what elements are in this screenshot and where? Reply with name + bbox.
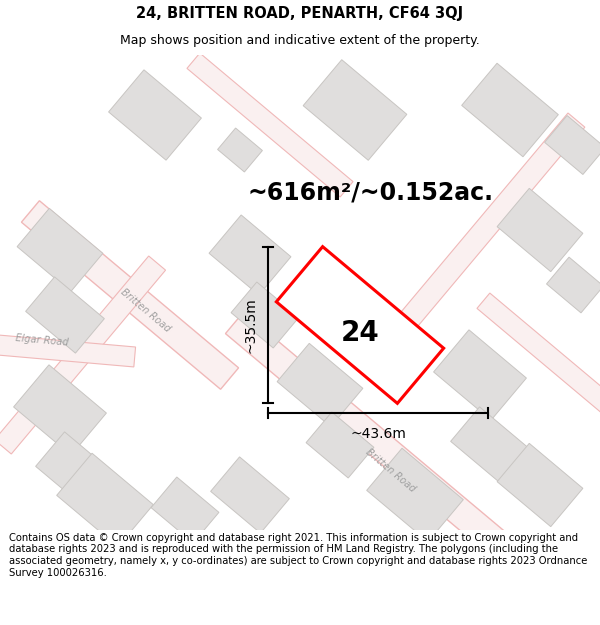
Polygon shape [277,343,363,427]
Text: ~35.5m: ~35.5m [244,297,258,353]
Polygon shape [187,53,353,197]
Polygon shape [56,453,154,547]
Text: Britten Road: Britten Road [363,446,417,494]
Polygon shape [461,63,559,157]
Polygon shape [0,333,136,367]
Polygon shape [226,312,535,578]
Polygon shape [211,457,289,533]
Polygon shape [367,448,463,542]
Polygon shape [547,257,600,313]
Polygon shape [26,277,104,353]
Polygon shape [151,477,219,543]
Text: Britten Road: Britten Road [118,286,172,334]
Text: Contains OS data © Crown copyright and database right 2021. This information is : Contains OS data © Crown copyright and d… [9,533,587,578]
Polygon shape [451,407,529,483]
Polygon shape [497,443,583,527]
Text: Map shows position and indicative extent of the property.: Map shows position and indicative extent… [120,34,480,48]
Polygon shape [497,188,583,272]
Polygon shape [22,201,239,389]
Polygon shape [545,116,600,174]
Polygon shape [306,412,374,478]
Polygon shape [434,330,526,420]
Polygon shape [0,256,166,454]
Text: ~43.6m: ~43.6m [350,427,406,441]
Polygon shape [477,293,600,437]
Polygon shape [277,247,443,403]
Polygon shape [303,60,407,160]
Text: Elgar Road: Elgar Road [15,332,69,348]
Polygon shape [218,128,262,172]
Text: ~616m²/~0.152ac.: ~616m²/~0.152ac. [247,181,493,205]
Polygon shape [14,365,106,455]
Text: 24: 24 [341,319,379,347]
Polygon shape [17,208,103,292]
Polygon shape [375,113,585,357]
Polygon shape [231,282,299,348]
Polygon shape [209,215,291,295]
Polygon shape [109,70,202,160]
Text: 24, BRITTEN ROAD, PENARTH, CF64 3QJ: 24, BRITTEN ROAD, PENARTH, CF64 3QJ [136,6,464,21]
Polygon shape [35,432,115,508]
